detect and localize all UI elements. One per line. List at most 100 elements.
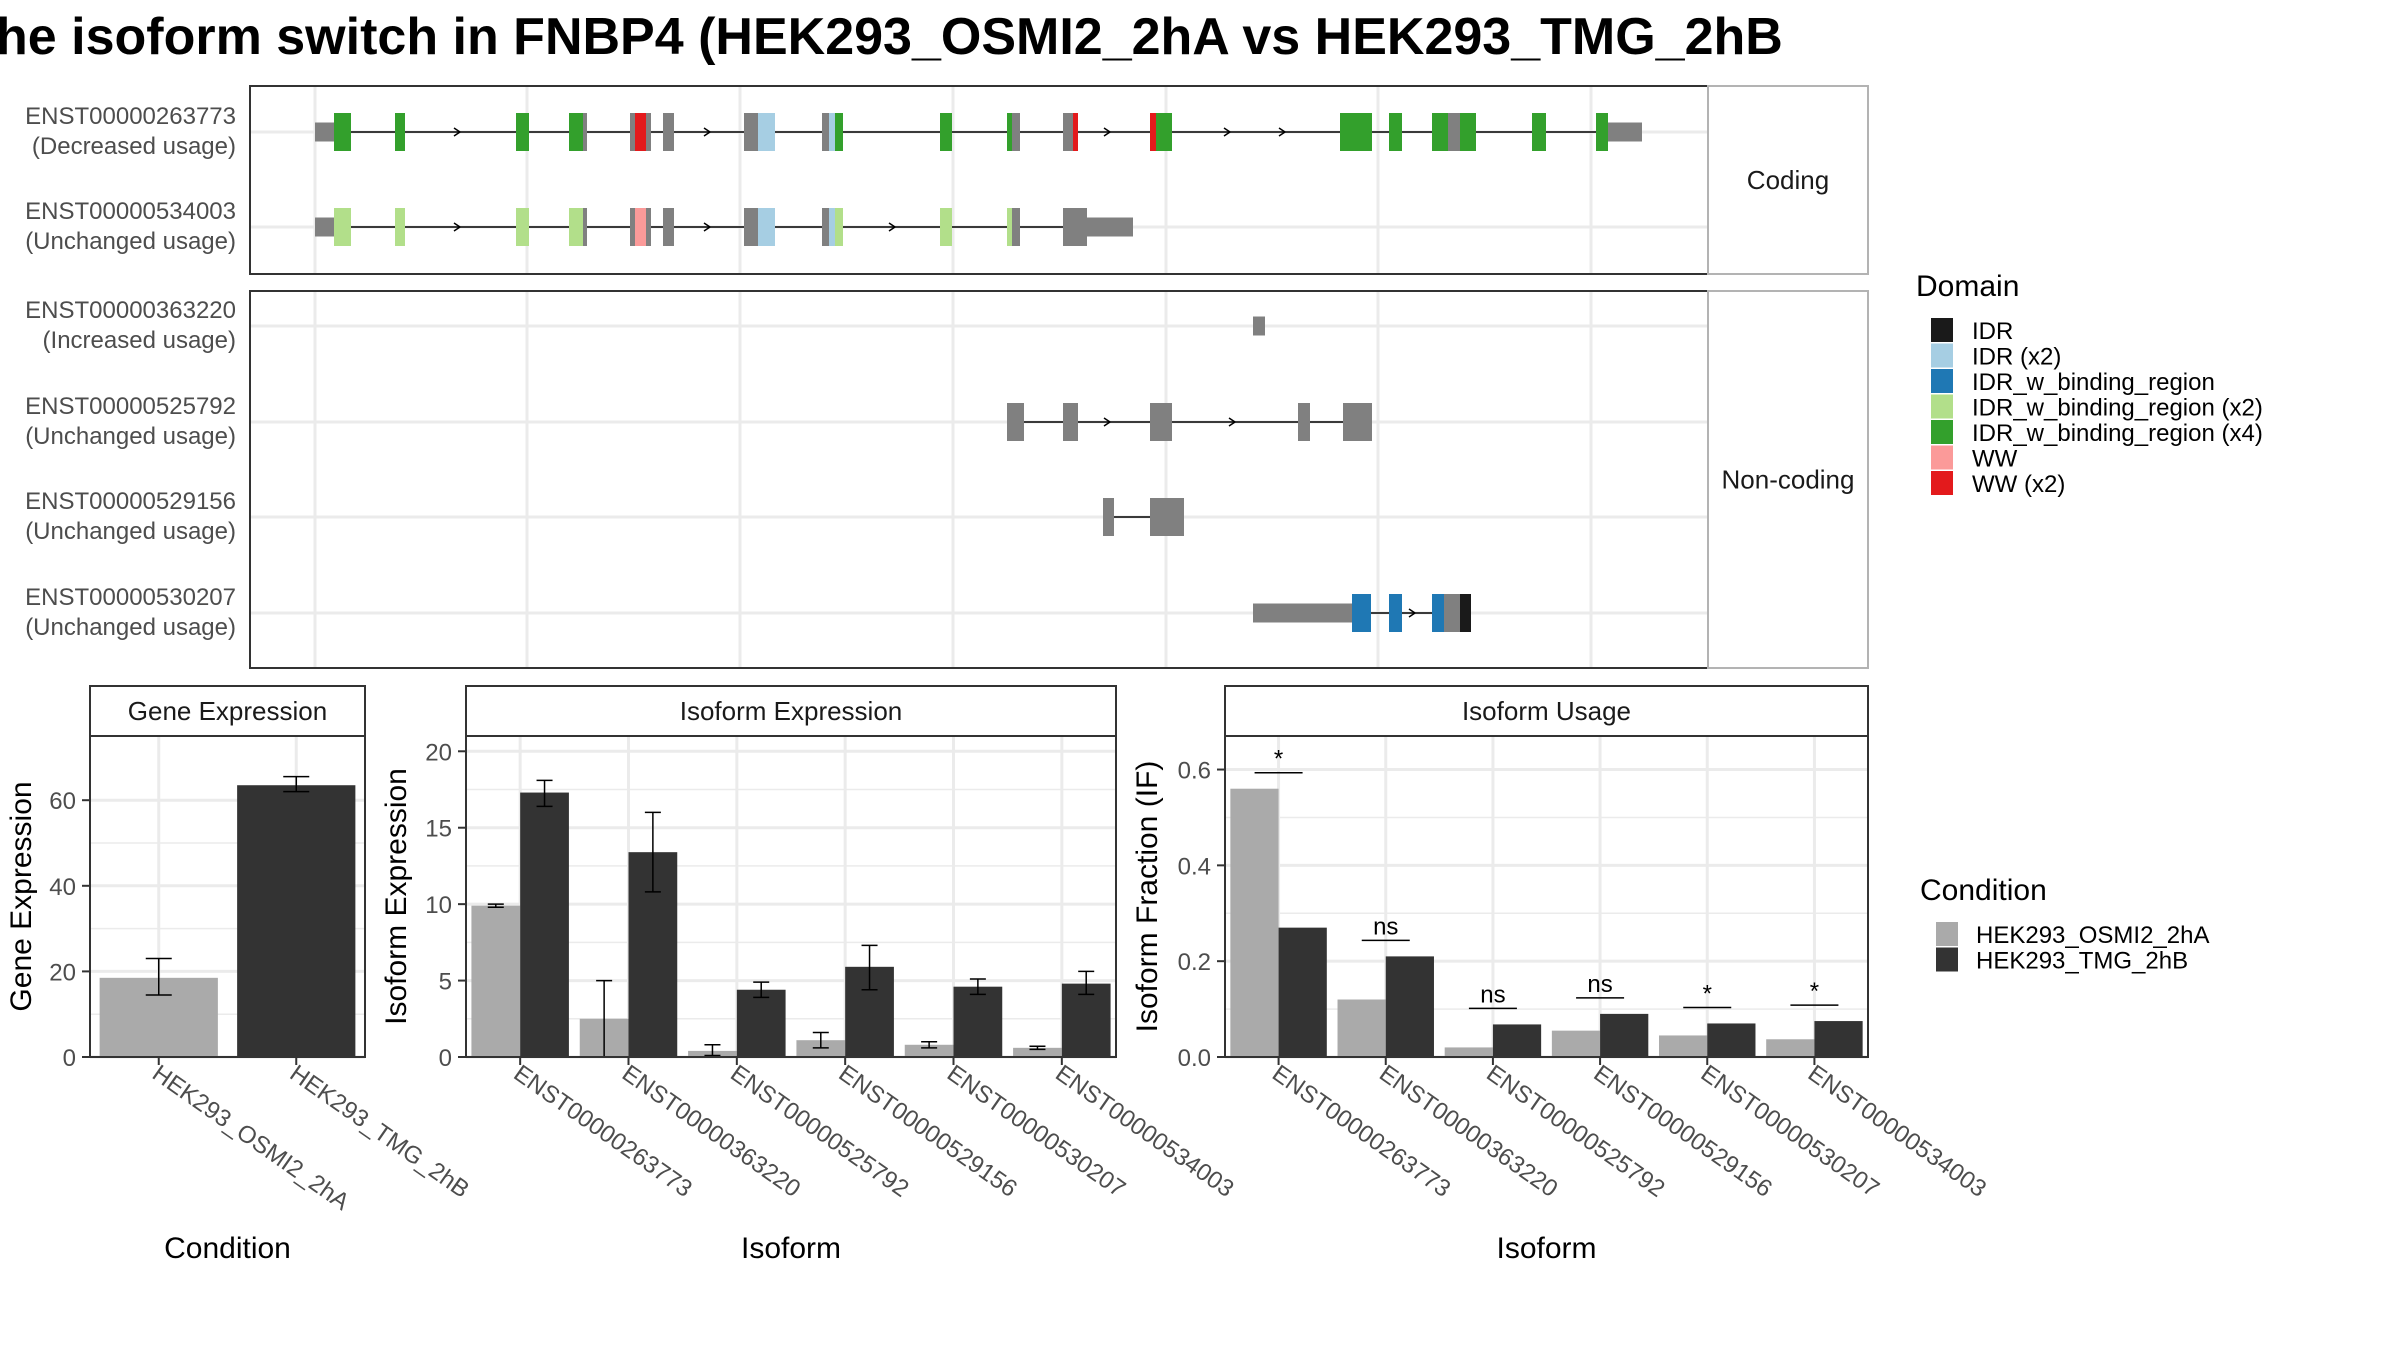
intron-direction-arrow — [1103, 127, 1112, 137]
bar — [1444, 1047, 1493, 1057]
y-axis-title: Isoform Expression — [380, 768, 413, 1025]
structure-panel-bg — [250, 86, 1708, 274]
structure-strip — [1707, 290, 1869, 669]
x-tick-label: ENST00000534003 — [1050, 1060, 1238, 1203]
coding-exon — [646, 113, 651, 151]
coding-exon — [1352, 594, 1371, 632]
coding-exon — [334, 208, 351, 246]
y-axis-title: Gene Expression — [5, 781, 38, 1011]
coding-exon — [569, 208, 583, 246]
intron-direction-arrow — [888, 222, 897, 232]
transcript-usage-label: (Decreased usage) — [32, 133, 236, 160]
intron-direction-arrow — [703, 127, 712, 137]
coding-exon — [1532, 113, 1546, 151]
bar — [1551, 1030, 1601, 1057]
transcript-id-label: ENST00000263773 — [25, 103, 236, 130]
intron-direction-arrow — [1408, 608, 1417, 618]
y-tick-label: 0 — [63, 1045, 76, 1072]
coding-exon — [583, 113, 587, 151]
panel-bg — [1225, 736, 1868, 1057]
coding-exon — [1150, 403, 1172, 441]
domain-legend-label: WW — [1972, 446, 2018, 473]
y-tick-label: 15 — [425, 816, 452, 843]
coding-exon — [1063, 113, 1073, 151]
coding-exon — [1340, 113, 1372, 151]
y-tick-label: 5 — [439, 969, 452, 996]
coding-exon — [1150, 498, 1184, 536]
transcript-usage-label: (Increased usage) — [43, 327, 236, 354]
significance-label: * — [1274, 746, 1283, 773]
coding-exon — [516, 113, 529, 151]
bar — [1230, 788, 1279, 1057]
domain-legend-swatch — [1931, 318, 1953, 342]
coding-exon — [630, 208, 635, 246]
bar — [1814, 1021, 1863, 1057]
y-tick-label: 10 — [425, 892, 452, 919]
domain-legend-label: IDR_w_binding_region (x2) — [1972, 395, 2263, 422]
y-tick-label: 0 — [439, 1045, 452, 1072]
condition-legend-swatch — [1936, 947, 1958, 972]
coding-exon — [334, 113, 351, 151]
x-tick-label: ENST00000263773 — [1267, 1060, 1455, 1203]
domain-legend-label: IDR (x2) — [1972, 344, 2061, 371]
transcript-usage-label: (Unchanged usage) — [25, 228, 236, 255]
y-tick-label: 0.2 — [1178, 949, 1211, 976]
utr-exon — [315, 217, 334, 237]
domain-legend-label: IDR_w_binding_region — [1972, 369, 2215, 396]
transcript-id-label: ENST00000363220 — [25, 297, 236, 324]
transcript-usage-label: (Unchanged usage) — [25, 423, 236, 450]
utr-exon — [1087, 217, 1133, 237]
strip-label-noncoding: Non-coding — [1722, 465, 1855, 495]
y-tick-label: 0.0 — [1178, 1045, 1211, 1072]
significance-label: ns — [1480, 981, 1505, 1008]
coding-exon — [940, 208, 952, 246]
transcript-id-label: ENST00000530207 — [25, 584, 236, 611]
panel-border — [465, 735, 1117, 1058]
x-tick-label: ENST00000534003 — [1803, 1060, 1991, 1203]
bar — [1659, 1035, 1708, 1057]
x-axis-title: Isoform — [1496, 1232, 1596, 1265]
utr-exon — [1253, 316, 1265, 336]
panel-strip — [465, 685, 1117, 737]
panel-strip — [89, 685, 366, 737]
bar — [1013, 1047, 1062, 1057]
y-tick-label: 0.6 — [1178, 758, 1211, 785]
bar — [904, 1044, 954, 1057]
intron-direction-arrow — [1278, 127, 1287, 137]
intron-direction-arrow — [1223, 127, 1232, 137]
transcript-id-label: ENST00000525792 — [25, 393, 236, 420]
x-tick-label: ENST00000530207 — [1696, 1060, 1884, 1203]
coding-exon — [1103, 498, 1114, 536]
y-tick-label: 0.4 — [1178, 853, 1211, 880]
coding-exon — [395, 208, 405, 246]
coding-exon — [1063, 403, 1078, 441]
coding-exon — [744, 113, 758, 151]
coding-exon — [1007, 113, 1012, 151]
transcript-id-label: ENST00000529156 — [25, 488, 236, 515]
coding-exon — [1063, 208, 1087, 246]
intron-direction-arrow — [453, 222, 462, 232]
domain-legend-label: WW (x2) — [1972, 471, 2065, 498]
panel-strip-title: Isoform Expression — [680, 696, 903, 726]
isoform-usage-chart: Isoform Usage 0.0 0.2 0.4 0.6 * ns ns ns * * ENST00… — [1131, 685, 1991, 1265]
bar — [1278, 927, 1327, 1057]
coding-exon — [1460, 594, 1471, 632]
coding-exon — [1343, 403, 1372, 441]
x-tick-label: ENST00000363220 — [617, 1060, 805, 1203]
x-tick-label: ENST00000530207 — [942, 1060, 1130, 1203]
coding-exon — [1389, 113, 1402, 151]
intron-direction-arrow — [703, 222, 712, 232]
coding-exon — [822, 208, 829, 246]
bar — [736, 989, 786, 1057]
coding-exon — [1596, 113, 1608, 151]
coding-exon — [758, 113, 775, 151]
significance-label: ns — [1587, 971, 1612, 998]
bar — [1492, 1024, 1542, 1057]
domain-legend-swatch — [1931, 343, 1953, 368]
coding-exon — [1073, 113, 1078, 151]
coding-exon — [1156, 113, 1172, 151]
bar — [1766, 1039, 1815, 1057]
bar — [1385, 956, 1434, 1057]
x-tick-label: ENST00000525792 — [1481, 1060, 1669, 1203]
